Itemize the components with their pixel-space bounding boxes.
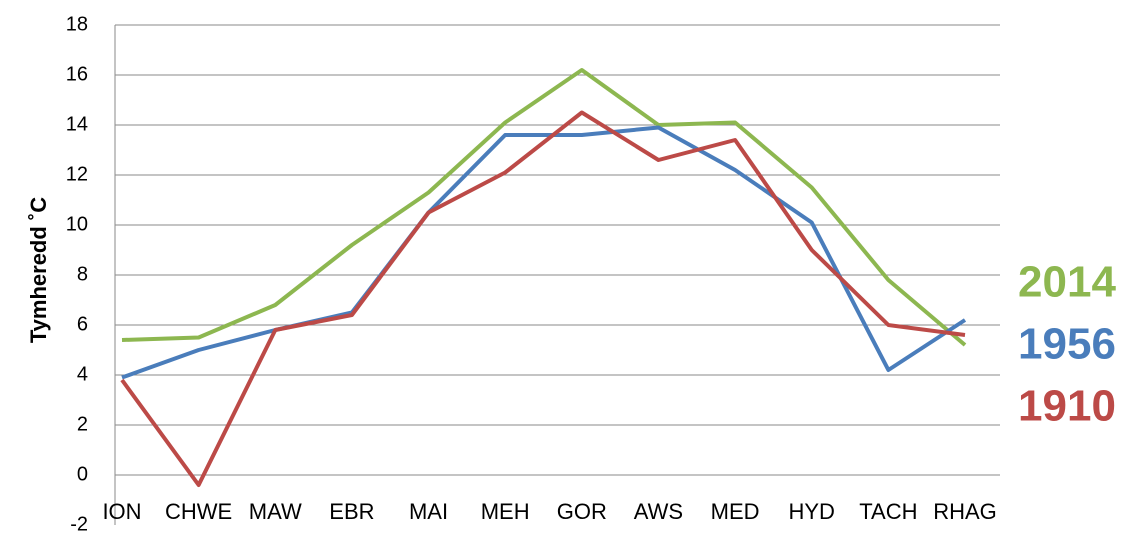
x-tick-label: CHWE xyxy=(165,499,232,524)
x-tick-label: GOR xyxy=(557,499,607,524)
y-axis-label: Tymheredd ˚C xyxy=(26,197,51,343)
x-tick-label: RHAG xyxy=(933,499,997,524)
x-tick-label: MAI xyxy=(409,499,448,524)
x-tick-label: EBR xyxy=(329,499,374,524)
x-tick-label: MED xyxy=(711,499,760,524)
legend-label: 2014 xyxy=(1018,258,1116,307)
x-tick-label: AWS xyxy=(634,499,683,524)
x-tick-label: TACH xyxy=(859,499,917,524)
legend-label: 1910 xyxy=(1018,382,1116,431)
x-tick-label: ION xyxy=(102,499,141,524)
y-tick-label: 18 xyxy=(66,13,88,35)
y-tick-label: 6 xyxy=(77,313,88,335)
y-tick-label: 10 xyxy=(66,213,88,235)
series-line xyxy=(121,68,967,347)
y-tick-label: 16 xyxy=(66,63,88,85)
y-tick-label: 8 xyxy=(77,263,88,285)
legend-label: 1956 xyxy=(1018,320,1116,369)
y-tick-label: 2 xyxy=(77,413,88,435)
y-tick-label: 4 xyxy=(77,363,88,385)
x-tick-label: HYD xyxy=(789,499,835,524)
series-line xyxy=(120,110,966,487)
y-tick-label: 12 xyxy=(66,163,88,185)
series-line xyxy=(121,125,967,380)
y-tick-label: 14 xyxy=(66,113,88,135)
y-tick-label: 0 xyxy=(77,463,88,485)
x-tick-label: MEH xyxy=(481,499,530,524)
x-tick-label: MAW xyxy=(249,499,302,524)
y-tick-label: -2 xyxy=(70,513,88,534)
